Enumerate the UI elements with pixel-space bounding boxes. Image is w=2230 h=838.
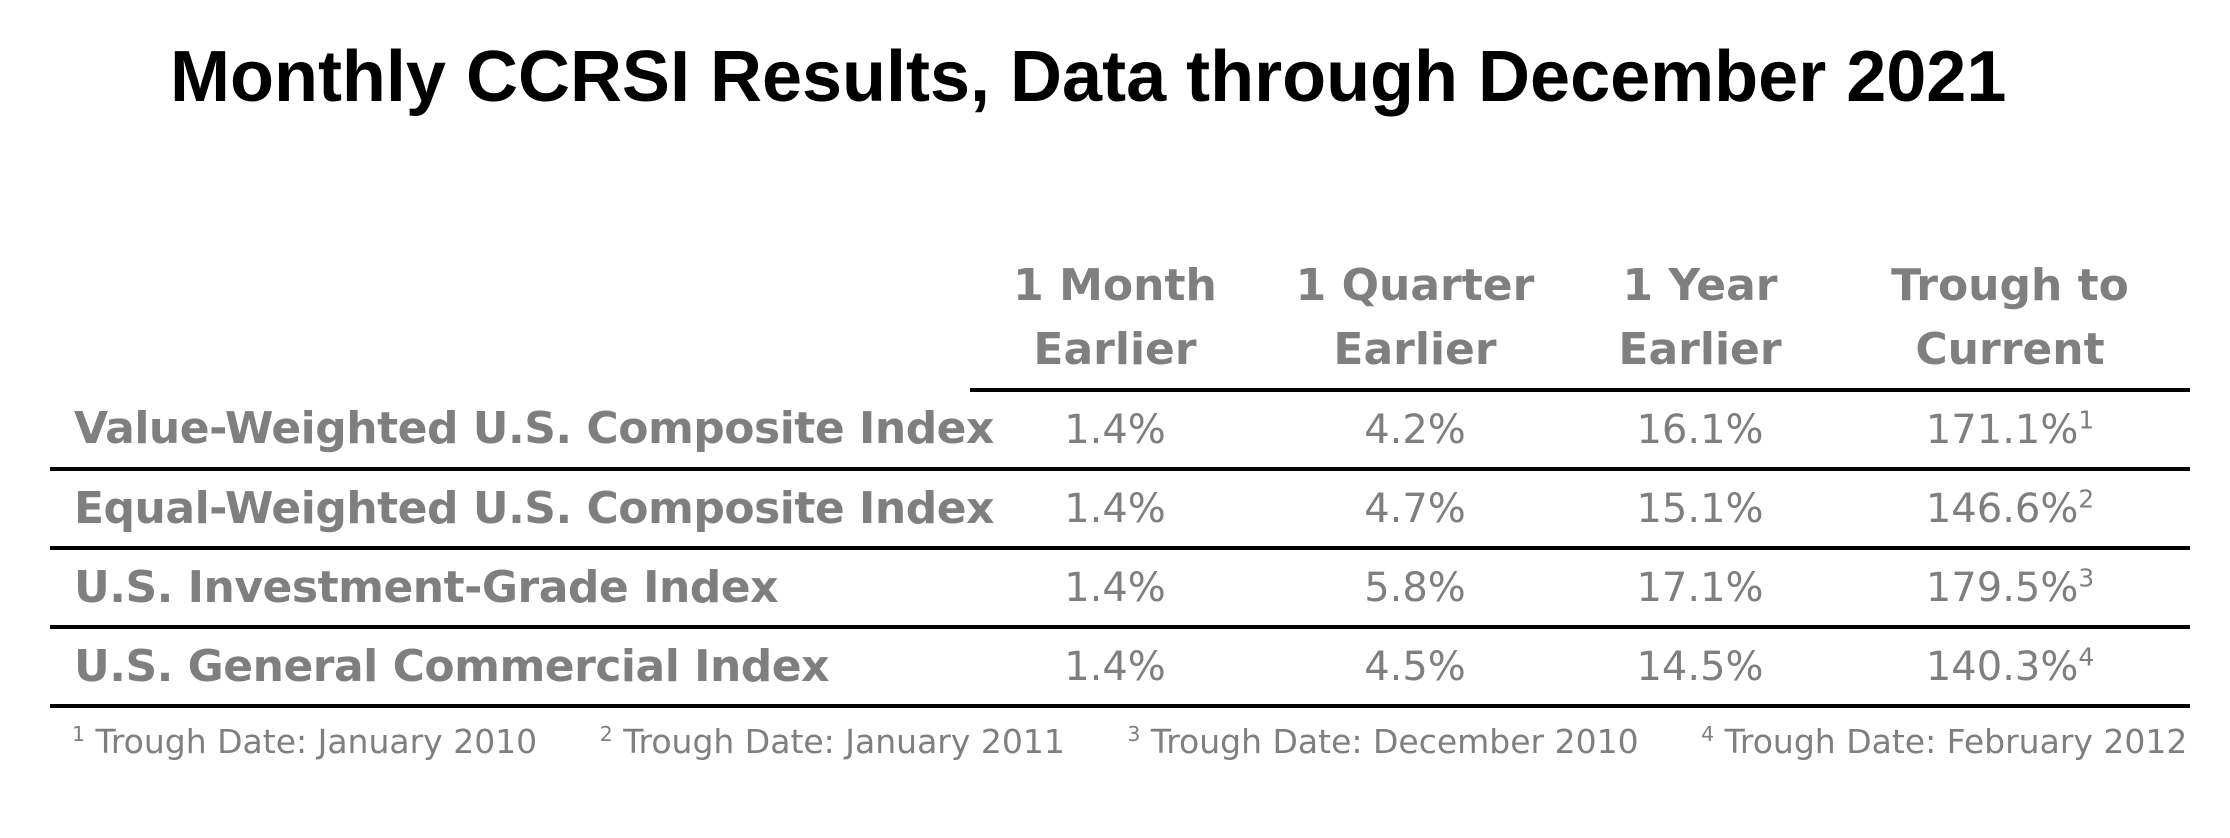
table-cell: 4.7% (1260, 469, 1570, 550)
table-cell: 15.1% (1570, 469, 1830, 550)
page-title: Monthly CCRSI Results, Data through Dece… (170, 37, 2007, 117)
table-cell: 4.5% (1260, 627, 1570, 708)
footnote-text: Trough Date: January 2010 (95, 722, 538, 761)
footnote: 2 Trough Date: January 2011 (600, 722, 1065, 761)
table-row: U.S. Investment-Grade Index 1.4% 5.8% 17… (50, 548, 2190, 629)
footnote-number: 3 (1127, 722, 1141, 746)
footnote-text: Trough Date: January 2011 (623, 722, 1065, 761)
column-header: 1 Month Earlier (970, 250, 1260, 392)
table-cell-trough: 171.1%1 (1830, 390, 2190, 471)
footnote-text: Trough Date: February 2012 (1724, 722, 2188, 761)
footnote: 4 Trough Date: February 2012 (1701, 722, 2187, 761)
table-row: Equal-Weighted U.S. Composite Index 1.4%… (50, 469, 2190, 550)
table-cell-trough: 146.6%2 (1830, 469, 2190, 550)
results-table-container: 1 Month Earlier 1 Quarter Earlier 1 Year… (50, 250, 2190, 708)
header-blank-cell (50, 250, 970, 390)
trough-value: 140.3% (1925, 643, 2079, 690)
table-cell-trough: 179.5%3 (1830, 548, 2190, 629)
table-cell: 1.4% (970, 469, 1260, 550)
footnote-marker: 2 (2078, 484, 2095, 514)
trough-value: 179.5% (1925, 564, 2079, 611)
table-cell: 1.4% (970, 548, 1260, 629)
column-header: Trough to Current (1830, 250, 2190, 392)
table-cell: 14.5% (1570, 627, 1830, 708)
table-cell: 4.2% (1260, 390, 1570, 471)
footnotes: 1 Trough Date: January 2010 2 Trough Dat… (72, 722, 2192, 761)
footnote-number: 1 (72, 722, 86, 746)
column-header-line2: Earlier (1033, 324, 1197, 375)
footnote-number: 4 (1701, 722, 1715, 746)
trough-value: 146.6% (1925, 485, 2079, 532)
table-cell: 1.4% (970, 390, 1260, 471)
column-header-line1: Trough to (1891, 260, 2129, 311)
table-cell: 16.1% (1570, 390, 1830, 471)
column-header-line2: Current (1915, 324, 2105, 375)
table-row: Value-Weighted U.S. Composite Index 1.4%… (50, 390, 2190, 471)
row-label: U.S. General Commercial Index (50, 627, 970, 708)
footnote-marker: 4 (2078, 642, 2095, 672)
footnote-marker: 1 (2078, 405, 2095, 435)
trough-value: 171.1% (1925, 406, 2079, 453)
column-header-line2: Earlier (1333, 324, 1497, 375)
row-label: Equal-Weighted U.S. Composite Index (50, 469, 994, 550)
table-cell-trough: 140.3%4 (1830, 627, 2190, 708)
row-label: Value-Weighted U.S. Composite Index (50, 390, 994, 471)
column-header-line1: 1 Year (1622, 260, 1778, 311)
table-cell: 17.1% (1570, 548, 1830, 629)
table-cell: 5.8% (1260, 548, 1570, 629)
header-row: 1 Month Earlier 1 Quarter Earlier 1 Year… (50, 250, 2190, 392)
row-label: U.S. Investment-Grade Index (50, 548, 970, 629)
footnote: 3 Trough Date: December 2010 (1127, 722, 1638, 761)
results-table: 1 Month Earlier 1 Quarter Earlier 1 Year… (50, 250, 2190, 708)
column-header-line2: Earlier (1618, 324, 1782, 375)
footnote-marker: 3 (2078, 563, 2095, 593)
column-header-line1: 1 Month (1013, 260, 1217, 311)
table-row: U.S. General Commercial Index 1.4% 4.5% … (50, 627, 2190, 708)
column-header-line1: 1 Quarter (1295, 260, 1535, 311)
footnote: 1 Trough Date: January 2010 (72, 722, 537, 761)
footnote-number: 2 (599, 722, 613, 746)
table-cell: 1.4% (970, 627, 1260, 708)
column-header: 1 Quarter Earlier (1260, 250, 1570, 392)
column-header: 1 Year Earlier (1570, 250, 1830, 392)
footnote-text: Trough Date: December 2010 (1150, 722, 1639, 761)
